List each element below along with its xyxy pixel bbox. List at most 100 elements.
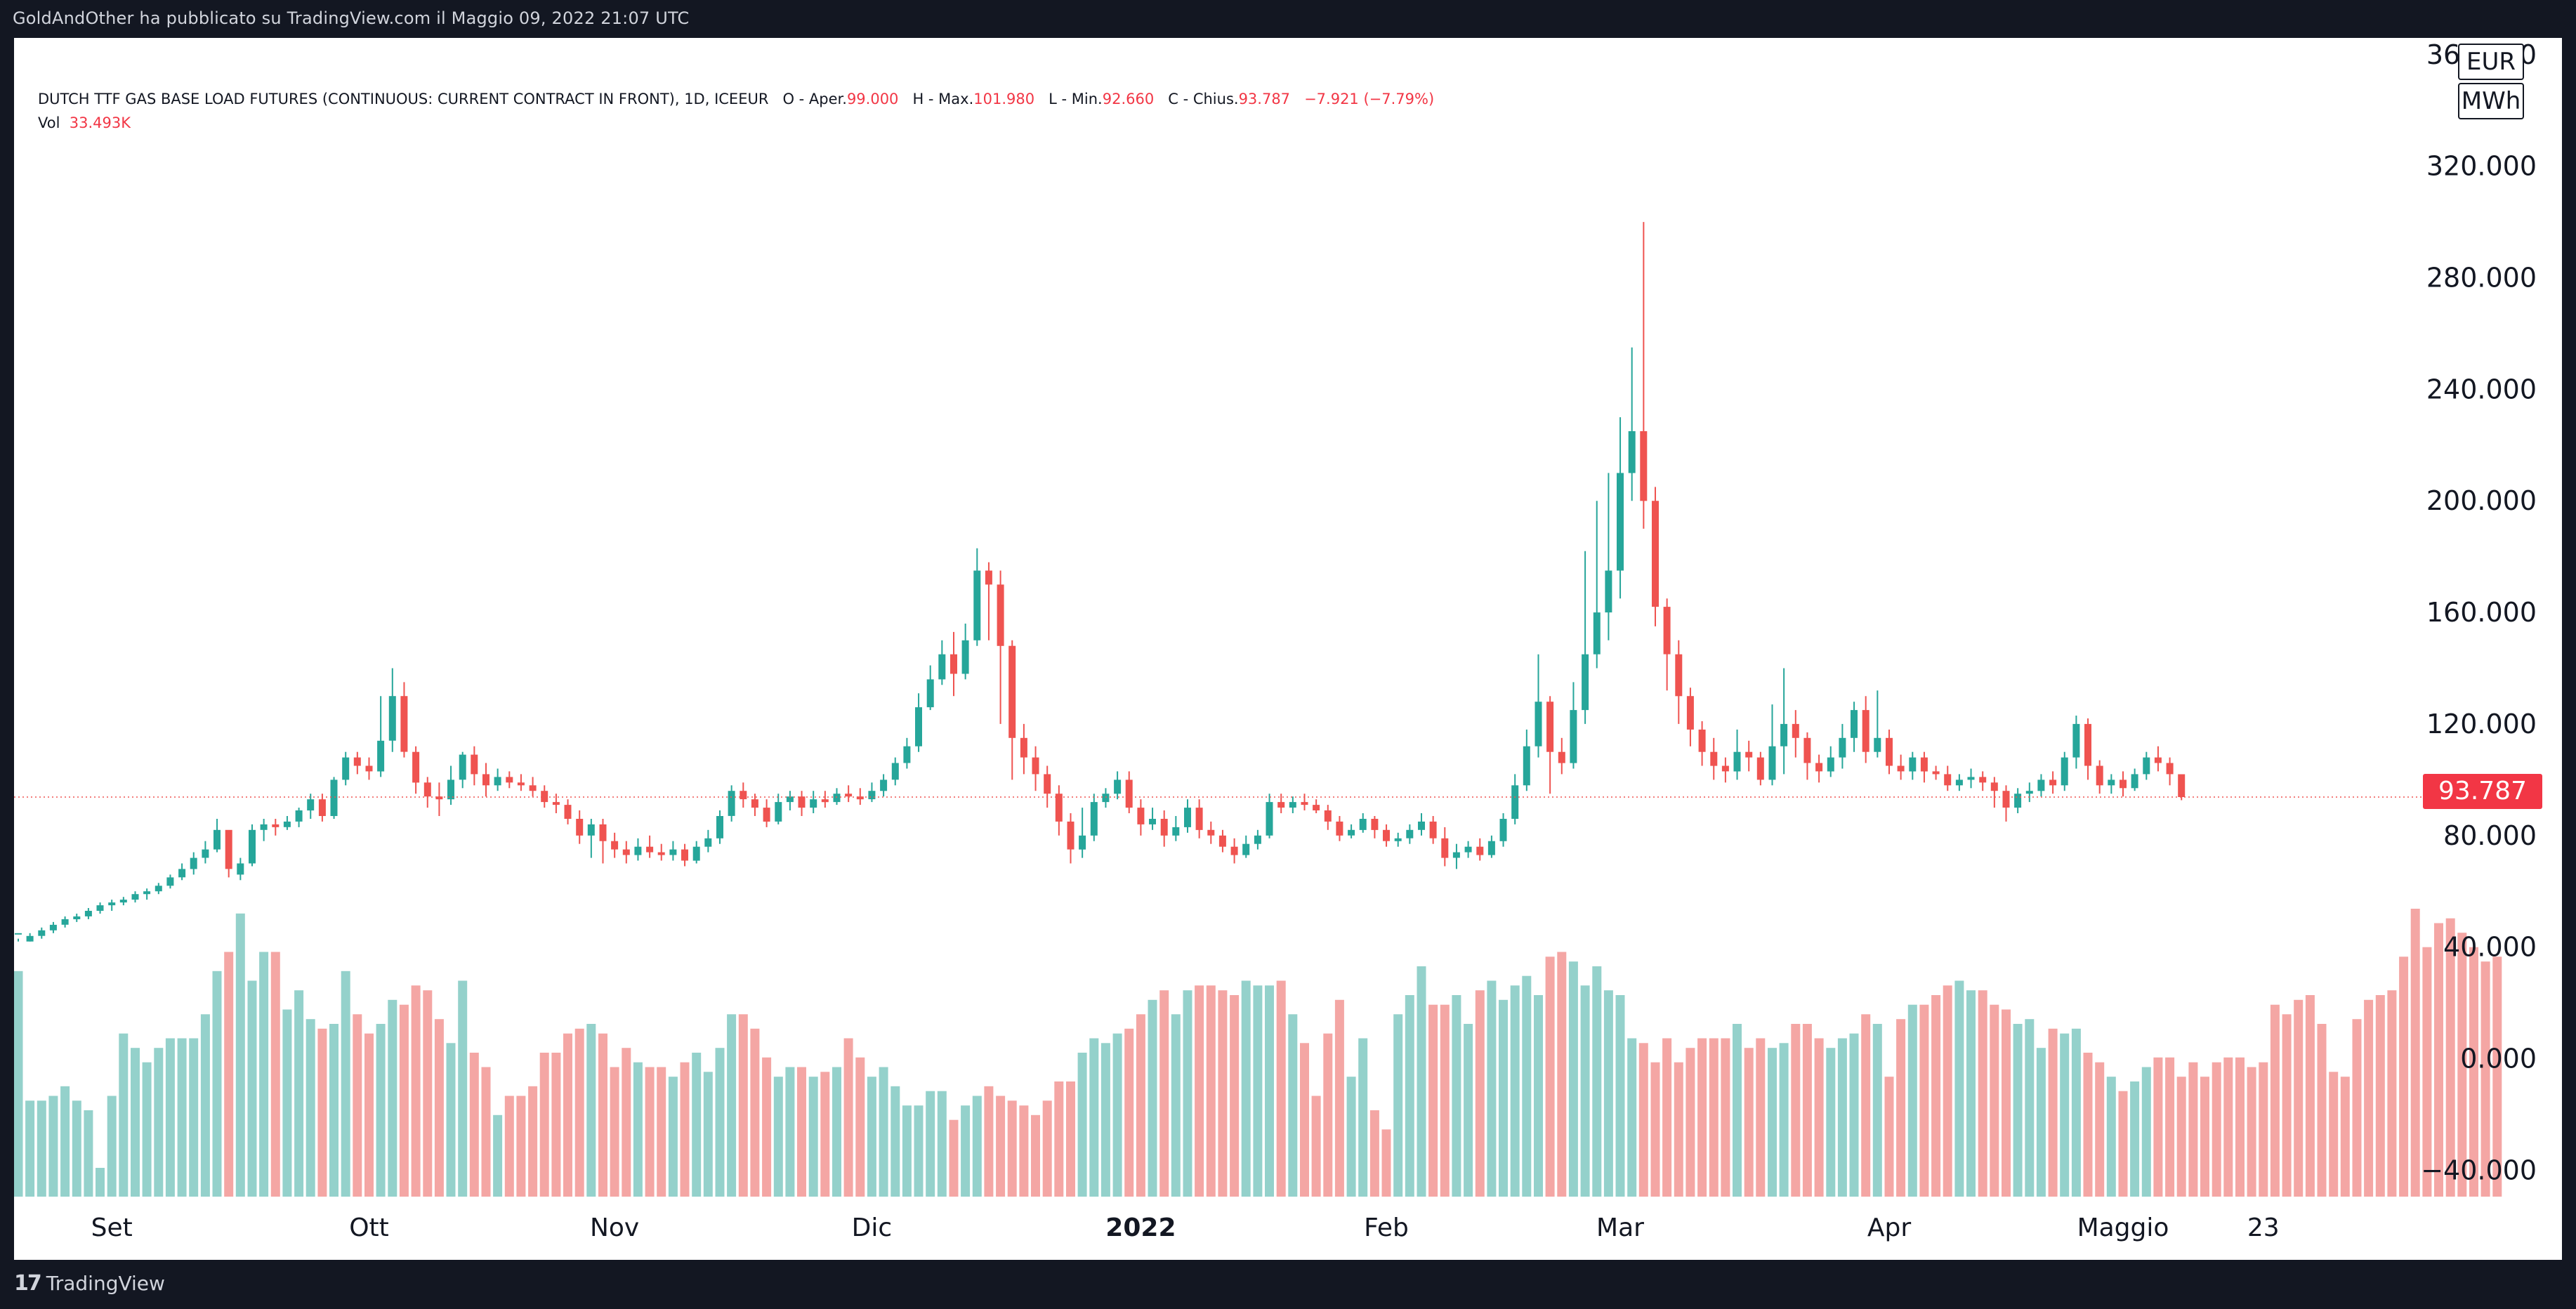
candle: [1721, 757, 1729, 783]
candle: [740, 782, 747, 808]
volume-bar: [2480, 961, 2490, 1197]
candles-layer: [14, 222, 2437, 942]
candle: [1686, 688, 1694, 746]
candle: [1359, 813, 1367, 833]
unit-selector[interactable]: EUR MWh: [2458, 44, 2524, 122]
volume-bar: [493, 1114, 503, 1197]
volume-bar: [750, 1028, 760, 1197]
volume-bar: [2492, 956, 2502, 1197]
candle: [260, 819, 268, 841]
volume-bar: [25, 1100, 35, 1197]
candle: [1874, 690, 1881, 758]
candle-body: [1628, 431, 1636, 473]
volume-bar: [937, 1091, 947, 1197]
volume-bar: [1768, 1048, 1777, 1197]
volume-bar: [1346, 1077, 1356, 1197]
volume-bar: [961, 1105, 971, 1197]
chart-panel[interactable]: −40.000 0.000 40.000 80.000 120.000 160.000 20…: [14, 38, 2562, 1260]
candle-body: [1886, 737, 1893, 766]
volume-bar: [1124, 1028, 1134, 1197]
candle-body: [1125, 780, 1133, 808]
volume-bar: [399, 1004, 409, 1197]
volume-bar: [1253, 985, 1263, 1197]
candle: [1955, 774, 1963, 791]
candle: [131, 891, 139, 903]
volume-bar: [528, 1086, 538, 1197]
candle-body: [1733, 751, 1741, 772]
candle: [178, 863, 186, 881]
candle-body: [915, 707, 922, 746]
candle: [786, 791, 794, 810]
x-tick-label: 2022: [1105, 1213, 1176, 1242]
candle-body: [1429, 821, 1437, 838]
candle: [1195, 799, 1203, 838]
candle: [1008, 640, 1016, 780]
volume-bar: [984, 1086, 994, 1197]
candle: [1487, 835, 1495, 858]
candle: [119, 897, 127, 906]
volume-bar: [832, 1067, 841, 1197]
candle: [1780, 668, 1788, 775]
candle: [506, 771, 513, 789]
volume-bar: [1954, 980, 1964, 1197]
volume-bar: [48, 1096, 58, 1197]
candle: [1839, 723, 1846, 769]
candle: [1055, 785, 1063, 836]
candle-body: [1020, 737, 1027, 758]
candle: [810, 791, 817, 813]
volume-bar: [189, 1038, 199, 1197]
candle-body: [1990, 782, 1998, 791]
currency-button[interactable]: EUR: [2458, 44, 2524, 80]
candle-body: [973, 570, 981, 640]
tradingview-logo[interactable]: 17 TradingView: [14, 1271, 165, 1296]
candle-body: [1032, 757, 1039, 775]
volume-bar: [2153, 1057, 2163, 1197]
price-chart[interactable]: −40.000 0.000 40.000 80.000 120.000 160.000 20…: [14, 38, 2562, 1260]
volume-bar: [2106, 1077, 2116, 1197]
volume-bar: [1744, 1048, 1754, 1197]
candle-body: [1523, 746, 1530, 786]
candle: [2049, 771, 2057, 794]
candle-body: [2166, 763, 2174, 775]
volume-bar: [1814, 1038, 1824, 1197]
candle-body: [1242, 843, 1250, 855]
volume-bar: [2457, 933, 2467, 1197]
candle-body: [1721, 765, 1729, 772]
candle: [1441, 827, 1449, 867]
candle: [926, 665, 934, 711]
candle-body: [1102, 794, 1110, 803]
candle-body: [634, 846, 642, 855]
candle-body: [2131, 774, 2138, 789]
candle: [1605, 473, 1612, 640]
candle-body: [1640, 431, 1648, 501]
candle-body: [377, 740, 385, 772]
volume-line: Vol 33.493K: [38, 111, 1434, 135]
candle-body: [494, 777, 501, 786]
volume-bar: [60, 1086, 70, 1197]
candle-body: [400, 696, 408, 752]
candle: [272, 819, 280, 836]
candle: [1979, 771, 1987, 791]
candle: [1242, 835, 1250, 858]
candle: [1254, 829, 1261, 850]
candle-body: [1967, 777, 1975, 780]
volume-bar: [785, 1067, 795, 1197]
candle: [190, 852, 197, 875]
candle-body: [1979, 777, 1987, 783]
candle: [868, 782, 876, 803]
volume-bar: [270, 952, 280, 1197]
volume-bar: [353, 1014, 362, 1197]
candle: [985, 562, 992, 640]
volume-bar: [341, 971, 350, 1197]
candle: [669, 841, 677, 861]
candle-body: [272, 824, 280, 827]
candle-body: [1008, 645, 1016, 738]
candle-body: [740, 791, 747, 800]
close-value: 93.787: [1238, 91, 1291, 107]
volume-bar: [1849, 1033, 1859, 1197]
volume-bar: [1721, 1038, 1730, 1197]
volume-bar: [692, 1053, 702, 1197]
candle: [1348, 824, 1355, 838]
candle: [599, 819, 607, 864]
unit-button[interactable]: MWh: [2458, 83, 2524, 119]
